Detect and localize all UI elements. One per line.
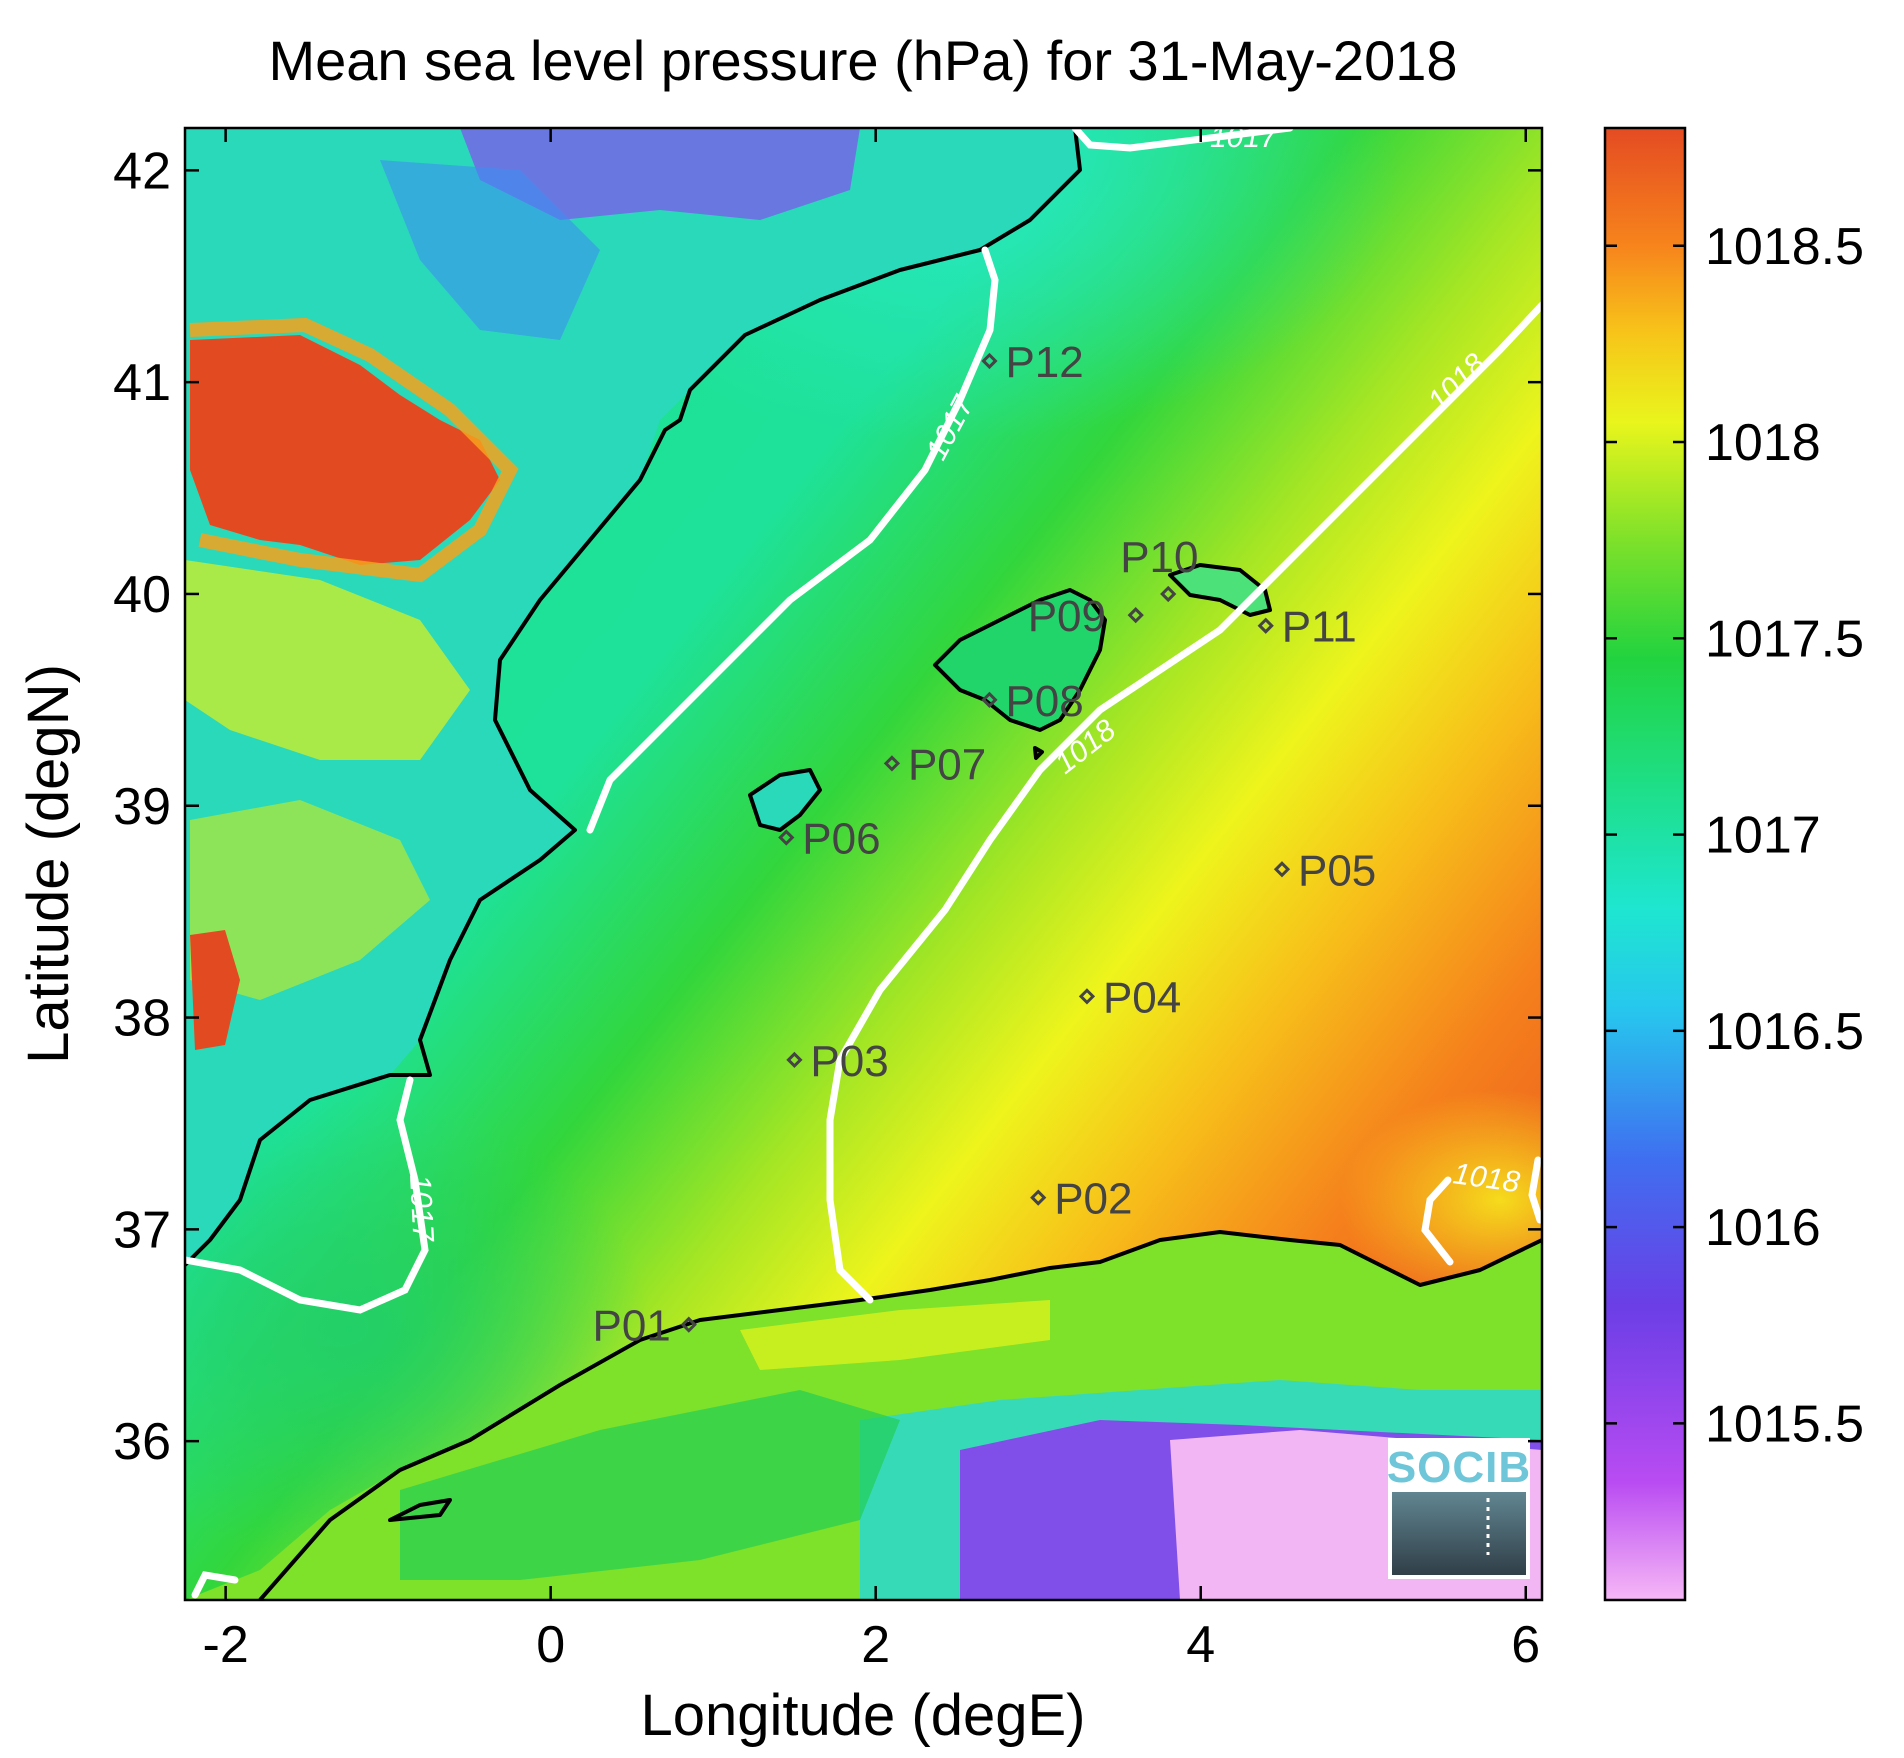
x-tick-label: 6 bbox=[1511, 1616, 1540, 1674]
land-patch-blue bbox=[380, 160, 600, 340]
station-marker bbox=[786, 1051, 803, 1069]
land-patch-violet bbox=[460, 128, 860, 220]
x-tick-label: -2 bbox=[203, 1616, 249, 1674]
coastline-africa bbox=[258, 1230, 1542, 1600]
station-label: P07 bbox=[908, 740, 986, 789]
y-tick-label: 40 bbox=[113, 566, 171, 624]
station-p02: P02 bbox=[1030, 1175, 1133, 1224]
station-marker bbox=[981, 352, 998, 370]
plot-frame bbox=[183, 126, 1544, 1602]
land-patch-green-s bbox=[400, 1390, 900, 1580]
colorbar-tick-label: 1017 bbox=[1705, 807, 1821, 865]
land-patch-red-2 bbox=[190, 930, 240, 1050]
coastline-mallorca bbox=[933, 588, 1107, 732]
station-marker bbox=[1160, 585, 1177, 603]
y-tick-label: 38 bbox=[113, 990, 171, 1048]
colorbar bbox=[1603, 126, 1687, 1602]
y-tick-label: 36 bbox=[113, 1413, 171, 1471]
land-patch-yellow-s bbox=[740, 1300, 1050, 1370]
station-p03: P03 bbox=[786, 1037, 889, 1086]
station-p04: P04 bbox=[1078, 973, 1181, 1022]
socib-logo: SOCIB bbox=[1387, 1438, 1531, 1579]
colorbar-tick-label: 1016 bbox=[1705, 1199, 1821, 1257]
colorbar-tick-label: 1017.5 bbox=[1705, 610, 1864, 668]
contour-1017-central bbox=[586, 246, 999, 834]
coastline-cabrera bbox=[1033, 746, 1044, 760]
coastlines bbox=[185, 128, 1542, 1600]
coastline-menorca bbox=[1168, 563, 1272, 617]
map-area: 1017 1017 1017 1018 1018 1018 P01P02P03P… bbox=[185, 121, 1542, 1600]
contour-1017-southwest bbox=[185, 1076, 429, 1314]
station-marker bbox=[883, 755, 901, 772]
station-p05: P05 bbox=[1273, 846, 1376, 895]
colorbar-tick-label: 1015.5 bbox=[1705, 1395, 1864, 1453]
station-markers: P01 P02 P03 P04 P05 P06 P07 P08 P09 P10 P11 P12 bbox=[592, 338, 1376, 1351]
station-p01: P01 bbox=[592, 1302, 697, 1351]
station-p10: P10 bbox=[1120, 533, 1199, 603]
station-label: P03 bbox=[810, 1037, 888, 1086]
station-label: P09 bbox=[1028, 592, 1106, 641]
station-marker bbox=[778, 829, 795, 846]
contour-1018-main bbox=[826, 301, 1542, 1304]
station-p07: P07 bbox=[883, 740, 986, 789]
contour-lines bbox=[185, 128, 1542, 1599]
station-label: P04 bbox=[1103, 973, 1181, 1022]
y-axis: 42 41 40 39 38 37 36 bbox=[113, 142, 1542, 1471]
coastline-alboran bbox=[388, 1498, 452, 1522]
station-p12: P12 bbox=[981, 338, 1084, 387]
x-tick-label: 0 bbox=[536, 1616, 565, 1674]
y-tick-label: 41 bbox=[113, 354, 171, 412]
chart-title: Mean sea level pressure (hPa) for 31-May… bbox=[268, 29, 1457, 92]
station-marker bbox=[1273, 861, 1291, 878]
y-axis-label: Latitude (degN) bbox=[16, 664, 81, 1064]
colorbar-tick-label: 1018.5 bbox=[1705, 218, 1864, 276]
contour-1018-corner bbox=[191, 1571, 239, 1599]
x-axis: -2 0 2 4 6 bbox=[203, 128, 1540, 1674]
coastline-ibiza bbox=[748, 768, 822, 832]
colorbar-tick-label: 1018 bbox=[1705, 414, 1821, 472]
station-p06: P06 bbox=[778, 815, 881, 864]
contour-label: 1017 bbox=[1210, 121, 1278, 154]
station-label: P06 bbox=[802, 815, 880, 864]
weak-patch-se bbox=[1340, 1090, 1542, 1310]
station-marker bbox=[1127, 607, 1144, 624]
land-patch-red bbox=[190, 335, 500, 565]
contour-1018-southeast bbox=[1421, 1156, 1542, 1266]
station-label: P10 bbox=[1120, 533, 1198, 582]
y-tick-label: 42 bbox=[113, 142, 171, 200]
colorbar-tick-label: 1016.5 bbox=[1705, 1003, 1864, 1061]
y-tick-label: 39 bbox=[113, 778, 171, 836]
station-label: P05 bbox=[1298, 846, 1376, 895]
x-axis-label: Longitude (degE) bbox=[641, 1683, 1086, 1748]
station-p11: P11 bbox=[1257, 603, 1357, 652]
station-label: P08 bbox=[1005, 677, 1083, 726]
station-marker bbox=[1257, 617, 1274, 634]
coastline-iberia bbox=[185, 128, 1082, 1267]
contour-1017-north bbox=[1071, 128, 1294, 152]
land-patch-yellow-2 bbox=[190, 800, 430, 1000]
colorbar-axis: 1018.5 1018 1017.5 1017 1016.5 1016 1015.5 bbox=[1605, 218, 1864, 1453]
station-label: P11 bbox=[1282, 603, 1357, 652]
x-tick-label: 2 bbox=[861, 1616, 890, 1674]
land-patch-yellow bbox=[185, 560, 470, 760]
station-marker bbox=[981, 691, 998, 708]
station-label: P01 bbox=[592, 1302, 670, 1351]
land-patch-orange-ring bbox=[189, 317, 519, 583]
station-label: P02 bbox=[1054, 1175, 1132, 1224]
station-p08: P08 bbox=[981, 677, 1084, 726]
station-label: P12 bbox=[1005, 338, 1083, 387]
station-p09: P09 bbox=[1028, 592, 1144, 641]
station-marker bbox=[680, 1316, 697, 1333]
station-marker bbox=[1078, 988, 1096, 1005]
logo-text: SOCIB bbox=[1387, 1443, 1531, 1492]
y-tick-label: 37 bbox=[113, 1201, 171, 1259]
contour-label: 1017 bbox=[403, 1174, 440, 1244]
station-marker bbox=[1030, 1189, 1047, 1206]
x-tick-label: 4 bbox=[1186, 1616, 1215, 1674]
